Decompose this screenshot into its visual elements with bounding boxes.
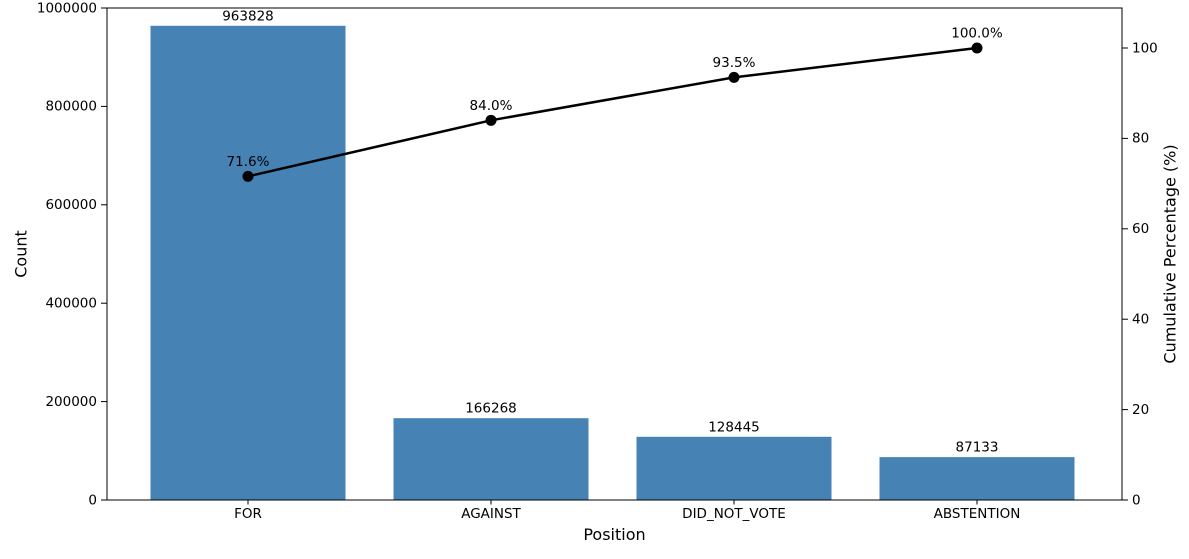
cumulative-marker: [242, 170, 254, 182]
cumulative-pct-label: 100.0%: [951, 26, 1003, 42]
cumulative-pct-label: 71.6%: [227, 154, 270, 170]
y-left-tick-label: 1000000: [37, 0, 97, 16]
y-right-tick-label: 0: [1132, 492, 1141, 508]
bar-FOR: [150, 25, 346, 500]
cumulative-pct-label: 93.5%: [713, 55, 756, 71]
bar-value-label: 128445: [708, 419, 760, 435]
bar-value-label: 87133: [956, 440, 999, 456]
y-right-tick-label: 20: [1132, 402, 1149, 418]
plot-frame: [106, 7, 1123, 501]
y-left-tick-label: 600000: [45, 197, 97, 213]
bar-value-label: 166268: [465, 401, 517, 417]
x-tick-label-FOR: FOR: [234, 506, 262, 522]
cumulative-marker: [971, 42, 983, 54]
y-left-tick-label: 400000: [45, 296, 97, 312]
bar-value-label: 963828: [222, 8, 274, 24]
x-axis-title: Position: [583, 525, 646, 544]
y-axis-title-left: Count: [11, 230, 31, 278]
cumulative-marker: [485, 114, 497, 126]
x-tick-label-AGAINST: AGAINST: [461, 506, 521, 522]
cumulative-marker: [728, 71, 740, 83]
y-left-tick-label: 200000: [45, 394, 97, 410]
y-right-tick-label: 100: [1132, 40, 1158, 56]
y-left-tick-label: 0: [88, 492, 97, 508]
y-left-tick-label: 800000: [45, 99, 97, 115]
bar-ABSTENTION: [879, 457, 1075, 500]
x-tick-label-ABSTENTION: ABSTENTION: [934, 506, 1021, 522]
y-axis-title-right: Cumulative Percentage (%): [1160, 144, 1180, 364]
bar-DID_NOT_VOTE: [636, 436, 832, 500]
cumulative-line: [246, 46, 979, 178]
bar-AGAINST: [393, 418, 589, 500]
y-right-tick-label: 40: [1132, 312, 1149, 328]
y-right-tick-label: 60: [1132, 221, 1149, 237]
x-tick-label-DID_NOT_VOTE: DID_NOT_VOTE: [682, 506, 786, 522]
cumulative-pct-label: 84.0%: [470, 98, 513, 114]
y-right-tick-label: 80: [1132, 131, 1149, 147]
